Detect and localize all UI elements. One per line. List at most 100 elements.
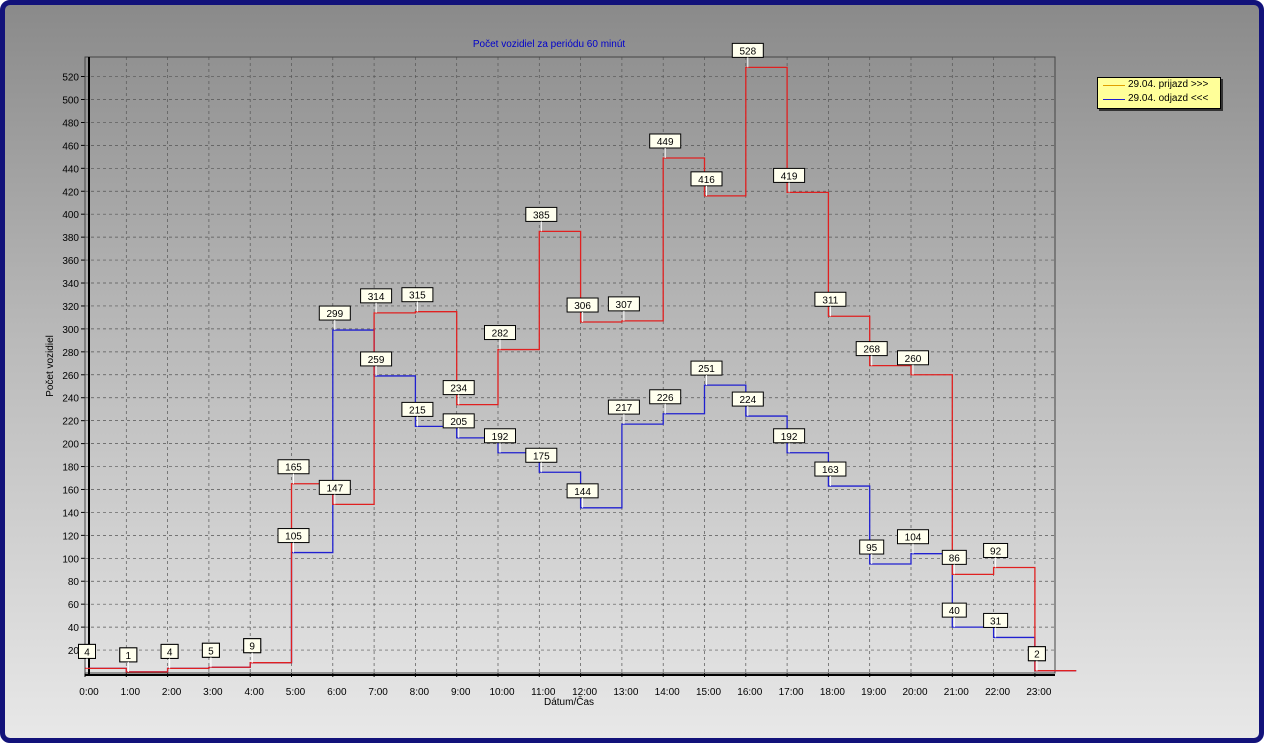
data-label-text: 528 xyxy=(739,46,756,57)
data-label: 251 xyxy=(690,360,723,386)
data-label-text: 104 xyxy=(905,533,922,544)
data-label: 86 xyxy=(941,549,967,575)
data-label: 449 xyxy=(649,133,682,158)
data-label-text: 416 xyxy=(698,175,715,186)
data-label: 95 xyxy=(859,539,885,565)
data-label: 314 xyxy=(360,288,393,313)
data-label-text: 2 xyxy=(1034,650,1040,661)
y-tick-label: 480 xyxy=(62,118,79,129)
data-label: 217 xyxy=(607,399,640,425)
y-tick-label: 40 xyxy=(68,623,80,634)
data-label-text: 282 xyxy=(492,329,509,340)
data-label: 260 xyxy=(897,350,929,375)
y-tick-label: 200 xyxy=(62,440,79,451)
data-label-text: 260 xyxy=(905,354,922,365)
x-tick-label: 3:00 xyxy=(203,687,223,698)
data-label: 1 xyxy=(119,647,138,672)
y-tick-label: 280 xyxy=(62,348,79,359)
x-tick-label: 5:00 xyxy=(286,687,306,698)
x-tick-label: 7:00 xyxy=(368,687,388,698)
data-label-text: 234 xyxy=(450,384,467,395)
data-label: 259 xyxy=(360,351,393,376)
data-label: 306 xyxy=(566,297,599,323)
data-label-text: 226 xyxy=(657,393,674,404)
data-label-text: 31 xyxy=(990,616,1002,627)
data-label: 416 xyxy=(690,171,723,196)
data-label-text: 95 xyxy=(866,543,878,554)
data-label-text: 306 xyxy=(574,301,591,312)
y-tick-label: 340 xyxy=(62,279,79,290)
y-tick-label: 20 xyxy=(68,646,80,657)
y-tick-label: 180 xyxy=(62,463,79,474)
data-label: 205 xyxy=(442,413,475,438)
data-label: 419 xyxy=(773,167,806,193)
data-label: 282 xyxy=(484,325,516,350)
y-tick-label: 380 xyxy=(62,233,79,244)
data-label: 92 xyxy=(983,542,1009,568)
data-label: 192 xyxy=(484,428,516,453)
legend: 29.04. prijazd >>> 29.04. odjazd <<< xyxy=(1097,77,1221,109)
y-tick-label: 400 xyxy=(62,210,79,221)
y-tick-label: 60 xyxy=(68,600,80,611)
data-label: 105 xyxy=(277,528,310,553)
data-label-text: 86 xyxy=(949,553,961,564)
data-label-text: 4 xyxy=(84,647,90,658)
data-label: 299 xyxy=(318,305,351,331)
legend-label-arrivals: 29.04. prijazd >>> xyxy=(1128,79,1209,90)
data-label: 385 xyxy=(525,206,558,232)
data-label-text: 315 xyxy=(409,291,426,302)
data-label-text: 449 xyxy=(657,137,674,148)
x-tick-label: 16:00 xyxy=(737,687,762,698)
data-label: 268 xyxy=(855,341,888,366)
x-tick-label: 20:00 xyxy=(902,687,927,698)
data-label-text: 5 xyxy=(208,646,214,657)
data-label-text: 192 xyxy=(781,432,798,443)
y-tick-label: 260 xyxy=(62,371,79,382)
y-tick-label: 320 xyxy=(62,302,79,313)
data-label-text: 92 xyxy=(990,546,1002,557)
data-label: 9 xyxy=(243,638,262,663)
y-tick-label: 520 xyxy=(62,73,79,84)
y-tick-label: 300 xyxy=(62,325,79,336)
data-label: 144 xyxy=(566,483,599,508)
x-tick-label: 15:00 xyxy=(696,687,721,698)
data-label-text: 144 xyxy=(574,487,591,498)
data-label: 315 xyxy=(401,287,434,312)
data-label: 4 xyxy=(78,643,96,669)
y-tick-label: 440 xyxy=(62,164,79,175)
data-label-text: 215 xyxy=(409,405,426,416)
data-label-text: 268 xyxy=(863,345,880,356)
series-line-arrivals xyxy=(85,66,1077,673)
plot-border xyxy=(84,56,1056,674)
data-label-text: 4 xyxy=(167,647,173,658)
data-label: 224 xyxy=(731,391,764,417)
data-label: 4 xyxy=(160,643,179,669)
y-tick-label: 420 xyxy=(62,187,79,198)
data-label: 163 xyxy=(814,461,847,487)
data-label-text: 1 xyxy=(126,651,132,662)
y-tick-label: 80 xyxy=(68,577,80,588)
y-tick-label: 140 xyxy=(62,508,79,519)
y-tick-label: 100 xyxy=(62,554,79,565)
data-label: 311 xyxy=(814,291,847,317)
data-label: 528 xyxy=(731,42,764,68)
y-tick-label: 220 xyxy=(62,417,79,428)
x-tick-label: 8:00 xyxy=(410,687,430,698)
data-label-text: 299 xyxy=(326,309,343,320)
x-tick-label: 12:00 xyxy=(572,687,597,698)
data-label-text: 311 xyxy=(822,295,838,306)
x-tick-label: 1:00 xyxy=(121,687,141,698)
data-label: 5 xyxy=(201,642,220,668)
data-label: 40 xyxy=(941,602,967,628)
data-label: 165 xyxy=(277,459,310,484)
x-tick-label: 6:00 xyxy=(327,687,347,698)
line-chart: 2040608010012014016018020022024026028030… xyxy=(45,39,1077,708)
x-tick-label: 17:00 xyxy=(779,687,804,698)
y-tick-label: 120 xyxy=(62,531,79,542)
data-labels: 4 1 4 5 9 165 147 314 315 234 282 385 306 307 449 416 52… xyxy=(78,42,1046,672)
axes: 2040608010012014016018020022024026028030… xyxy=(62,56,1056,698)
y-tick-label: 160 xyxy=(62,485,79,496)
y-tick-label: 500 xyxy=(62,96,79,107)
data-label: 307 xyxy=(607,296,640,321)
data-label-text: 9 xyxy=(249,642,255,653)
